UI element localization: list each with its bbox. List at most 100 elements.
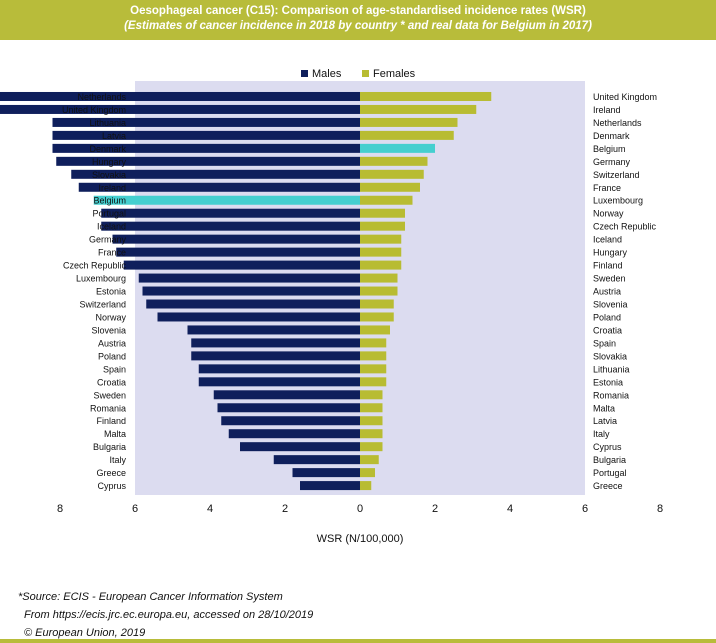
female-bar — [360, 351, 387, 361]
female-country-label: Cyprus — [593, 442, 622, 452]
female-bar — [360, 260, 402, 270]
male-bar — [157, 312, 360, 322]
female-country-label: Belgium — [593, 144, 626, 154]
male-country-label: Slovenia — [91, 325, 126, 335]
male-country-label: Latvia — [102, 131, 126, 141]
male-country-label: Netherlands — [77, 92, 126, 102]
male-bar — [56, 156, 360, 166]
female-country-label: Spain — [593, 338, 616, 348]
male-bar — [198, 364, 360, 374]
male-bar — [0, 91, 360, 101]
female-bar — [360, 286, 398, 296]
male-country-label: Sweden — [93, 390, 126, 400]
male-bar — [198, 377, 360, 387]
x-tick-label: 6 — [132, 503, 138, 515]
female-bar — [360, 481, 372, 491]
x-tick-label: 0 — [357, 503, 363, 515]
female-country-label: Estonia — [593, 377, 623, 387]
header-banner: Oesophageal cancer (C15): Comparison of … — [0, 0, 716, 40]
male-bar — [221, 416, 360, 426]
x-axis-title: WSR (N/100,000) — [317, 533, 404, 545]
female-country-label: Lithuania — [593, 364, 630, 374]
source-line: *Source: ECIS - European Cancer Informat… — [18, 591, 283, 603]
female-country-label: Croatia — [593, 325, 622, 335]
source-footer: *Source: ECIS - European Cancer Informat… — [18, 588, 313, 642]
bottom-rule — [0, 639, 716, 643]
female-bar — [360, 429, 383, 439]
female-country-label: Romania — [593, 390, 629, 400]
legend-label-males: Males — [312, 68, 342, 80]
male-country-label: Cyprus — [97, 481, 126, 491]
female-country-label: Switzerland — [593, 170, 640, 180]
female-bar — [360, 325, 390, 335]
female-bar — [360, 182, 420, 192]
male-country-label: France — [98, 248, 126, 258]
female-bar — [360, 442, 383, 452]
female-bar — [360, 117, 458, 127]
chart-subtitle: (Estimates of cancer incidence in 2018 b… — [124, 20, 592, 32]
female-bar — [360, 468, 375, 478]
female-bar — [360, 169, 424, 179]
female-bar — [360, 91, 492, 101]
female-country-label: Italy — [593, 429, 610, 439]
source-url-line: From https://ecis.jrc.ec.europa.eu, acce… — [24, 609, 314, 621]
male-country-label: Luxembourg — [76, 274, 126, 284]
male-bar — [191, 338, 360, 348]
legend-label-females: Females — [373, 68, 416, 80]
female-bar — [360, 338, 387, 348]
female-country-label: Czech Republic — [593, 222, 657, 232]
male-country-label: Belgium — [93, 196, 126, 206]
female-bar — [360, 234, 402, 244]
female-bar — [360, 312, 394, 322]
male-bar — [52, 130, 360, 140]
male-country-label: Slovakia — [92, 170, 126, 180]
male-bar — [273, 455, 360, 465]
male-country-label: Greece — [96, 468, 126, 478]
male-country-label: Switzerland — [79, 300, 126, 310]
male-country-label: Spain — [103, 364, 126, 374]
butterfly-bar-chart: Males Females Netherlands United Kingdom Lit… — [0, 68, 663, 545]
male-country-label: Lithuania — [89, 118, 126, 128]
female-bar — [360, 364, 387, 374]
female-country-label: Bulgaria — [593, 455, 626, 465]
male-country-label: Norway — [95, 312, 126, 322]
male-country-label: Romania — [90, 403, 126, 413]
female-bar — [360, 221, 405, 231]
female-bar — [360, 143, 435, 153]
female-country-label: United Kingdom — [593, 92, 657, 102]
male-country-label: Hungary — [92, 157, 127, 167]
male-country-label: Malta — [104, 429, 126, 439]
male-bar — [0, 104, 360, 114]
male-country-label: Poland — [98, 351, 126, 361]
female-bar — [360, 416, 383, 426]
male-bar — [187, 325, 360, 335]
female-country-label: Hungary — [593, 248, 628, 258]
female-bar — [360, 104, 477, 114]
male-bar — [123, 260, 360, 270]
male-bar — [300, 481, 360, 491]
male-country-label: Bulgaria — [93, 442, 126, 452]
female-country-label: Greece — [593, 481, 623, 491]
female-bar — [360, 390, 383, 400]
female-country-label: Slovakia — [593, 351, 627, 361]
male-country-label: Finland — [96, 416, 126, 426]
male-bar — [78, 182, 360, 192]
female-bar — [360, 377, 387, 387]
chart-title: Oesophageal cancer (C15): Comparison of … — [130, 5, 586, 17]
male-bar — [138, 273, 360, 283]
female-country-label: France — [593, 183, 621, 193]
female-bar — [360, 195, 413, 205]
male-bar — [101, 221, 360, 231]
female-country-label: Finland — [593, 261, 623, 271]
male-bar — [112, 234, 360, 244]
x-tick-label: 6 — [582, 503, 588, 515]
x-tick-label: 2 — [282, 503, 288, 515]
copyright-line: © European Union, 2019 — [24, 627, 146, 639]
male-bar — [191, 351, 360, 361]
male-bar — [116, 247, 360, 257]
male-bar — [52, 143, 360, 153]
male-bar — [217, 403, 360, 413]
male-country-label: Czech Republic — [63, 261, 127, 271]
female-bar — [360, 247, 402, 257]
male-country-label: Iceland — [97, 222, 126, 232]
